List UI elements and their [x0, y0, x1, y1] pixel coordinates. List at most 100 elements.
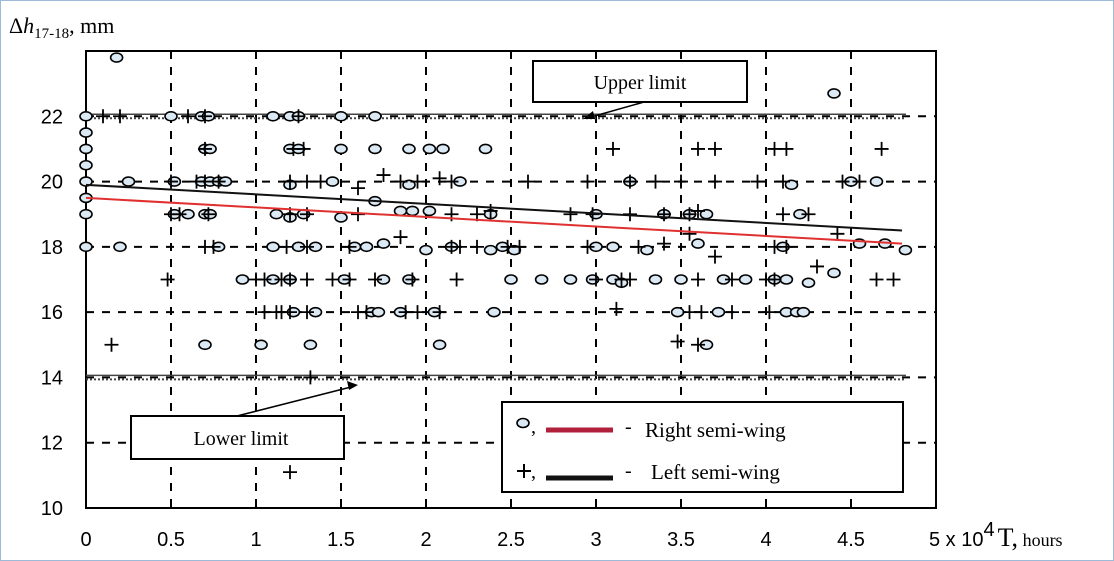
plus-point	[351, 181, 365, 196]
plus-point	[682, 226, 697, 241]
circle-point	[402, 143, 416, 155]
lower-limit-label: Lower limit	[194, 428, 289, 450]
upper-limit-arrowhead	[583, 111, 595, 119]
limit-lines	[86, 113, 906, 381]
plus-point	[283, 465, 297, 480]
plus-point	[580, 239, 595, 254]
y-label-var: h	[23, 13, 34, 38]
circle-point	[164, 110, 178, 122]
plus-point	[342, 272, 357, 287]
plus-point	[691, 337, 705, 352]
circle-point	[738, 274, 753, 285]
circle-point	[359, 241, 374, 253]
plus-point	[609, 301, 624, 316]
circle-point	[419, 244, 433, 256]
plus-point	[279, 239, 294, 254]
plus-point	[359, 305, 374, 320]
plus-point	[296, 141, 311, 156]
circle-point	[269, 208, 284, 220]
plus-point	[432, 171, 447, 186]
circle-point	[121, 176, 136, 187]
lower-limit-box	[130, 415, 345, 460]
x-tick-label: 3	[590, 529, 601, 551]
legend-plus-marker-icon	[517, 464, 531, 478]
circle-point	[422, 205, 437, 217]
plus-point	[283, 174, 297, 189]
plus-point	[376, 168, 391, 183]
legend-entry-right: , - Right semi-wing	[516, 416, 786, 442]
circle-point	[79, 176, 93, 187]
plus-point	[300, 174, 314, 189]
plus-point	[694, 305, 709, 320]
plus-point	[606, 141, 620, 156]
circle-point	[266, 241, 280, 253]
circle-point	[640, 244, 654, 256]
circle-point	[79, 127, 93, 138]
trend-line-right	[85, 196, 903, 245]
plus-point	[776, 207, 790, 222]
plus-point	[563, 207, 578, 222]
plus-point	[104, 337, 119, 352]
x-label-exp: 4	[983, 519, 994, 541]
plus-point	[453, 239, 467, 254]
plus-point	[313, 174, 328, 189]
x-label-prefix: 5 x 10	[929, 529, 983, 551]
y-label-delta: Δ	[9, 13, 23, 38]
plus-point	[762, 305, 777, 320]
plus-point	[648, 174, 663, 189]
y-tick-label: 20	[41, 172, 63, 194]
circle-point	[368, 143, 382, 155]
legend-right-comma: ,	[531, 416, 536, 438]
plus-point	[691, 141, 705, 156]
x-tick-label: 2.5	[497, 529, 525, 551]
x-tick-label: 2	[420, 529, 431, 551]
plus-point	[113, 109, 127, 124]
plus-point	[691, 272, 705, 287]
plus-point	[257, 272, 272, 287]
circle-point	[334, 143, 348, 155]
x-axis-label: 5 x 104 T, hours	[929, 519, 1063, 552]
y-tick-label: 10	[41, 498, 63, 520]
circle-point	[711, 306, 726, 318]
plus-point	[500, 239, 515, 254]
y-label-sub: 17-18	[34, 26, 69, 42]
circle-point	[79, 143, 93, 155]
plus-point	[725, 272, 739, 287]
plus-point	[257, 305, 272, 320]
plus-point	[631, 239, 646, 254]
circle-point	[827, 88, 841, 99]
circle-point	[436, 143, 450, 155]
circle-point	[898, 244, 913, 256]
upper-limit-annotation: Upper limit	[532, 60, 748, 119]
circle-point	[606, 241, 620, 253]
circle-point	[405, 205, 420, 217]
circle-point	[869, 176, 884, 187]
plus-point	[750, 174, 765, 189]
plus-point	[96, 109, 110, 124]
tick-labels: 0 0.5 1 1.5 2 2.5 3 3.5 4 4.5 10 12 14 16 18 20 22	[41, 106, 865, 551]
circle-point	[303, 339, 318, 351]
circle-point	[691, 238, 705, 249]
circle-point	[266, 110, 280, 122]
legend-right-dash: -	[625, 416, 632, 438]
plus-point	[325, 272, 340, 287]
upper-limit-box	[532, 60, 748, 103]
plus-point	[398, 305, 413, 320]
plus-point	[211, 174, 226, 189]
y-tick-label: 12	[41, 433, 63, 455]
plus-point	[589, 272, 603, 287]
plus-point	[405, 272, 420, 287]
plus-point	[767, 239, 782, 254]
plus-point	[657, 207, 671, 222]
plus-point	[708, 174, 722, 189]
circle-point	[79, 241, 93, 253]
plus-point	[512, 239, 527, 254]
trend-line-left	[85, 183, 903, 232]
legend-left-comma: ,	[531, 461, 536, 483]
plus-point	[201, 207, 216, 222]
x-label-var: T,	[998, 523, 1018, 552]
plus-point	[852, 174, 867, 189]
y-tick-label: 22	[41, 106, 63, 128]
plus-point	[830, 226, 845, 241]
y-label-unit: , mm	[69, 13, 114, 38]
